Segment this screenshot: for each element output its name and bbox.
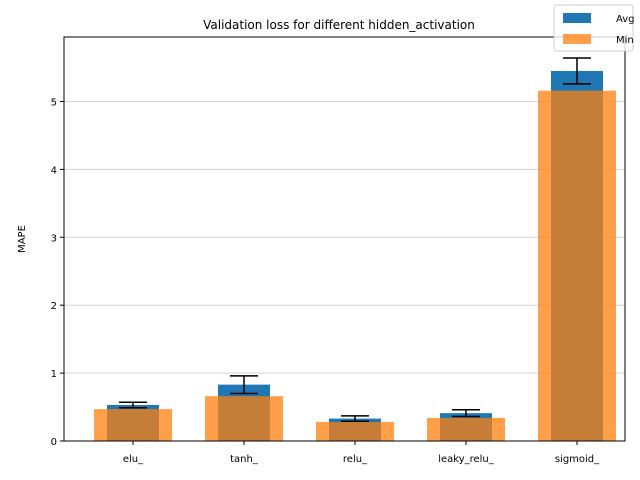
error-bars <box>119 57 591 423</box>
y-tick-label: 4 <box>51 165 57 176</box>
legend-label-min: Min <box>616 35 634 46</box>
x-axis-ticks: elu_ tanh_ relu_ leaky_relu_ sigmoid_ <box>123 441 600 465</box>
legend-label-avg: Avg <box>616 14 635 25</box>
bar-min-4 <box>538 90 616 442</box>
y-axis-ticks: 0 1 2 3 4 5 <box>51 98 64 448</box>
legend: Avg Min <box>553 4 635 52</box>
bar-min-3 <box>427 417 505 441</box>
bar-min-0 <box>94 409 172 441</box>
y-tick-label: 3 <box>51 233 57 244</box>
x-tick-label: leaky_relu_ <box>438 454 495 465</box>
y-tick-label: 1 <box>51 369 57 380</box>
legend-swatch-avg <box>563 13 591 23</box>
x-tick-label: tanh_ <box>230 454 259 465</box>
y-tick-label: 5 <box>51 98 57 109</box>
y-axis-label: MAPE <box>17 225 28 253</box>
bar-min-1 <box>205 396 283 441</box>
x-tick-label: relu_ <box>343 454 368 465</box>
y-tick-label: 0 <box>51 437 57 448</box>
x-tick-label: sigmoid_ <box>555 454 600 465</box>
chart-title: Validation loss for different hidden_act… <box>203 18 475 32</box>
bar-min-2 <box>316 421 394 441</box>
x-tick-label: elu_ <box>123 454 144 465</box>
axes <box>63 36 626 442</box>
y-tick-label: 2 <box>51 301 57 312</box>
bars <box>94 70 616 442</box>
legend-swatch-min <box>563 34 591 44</box>
plot-frame <box>63 36 626 442</box>
